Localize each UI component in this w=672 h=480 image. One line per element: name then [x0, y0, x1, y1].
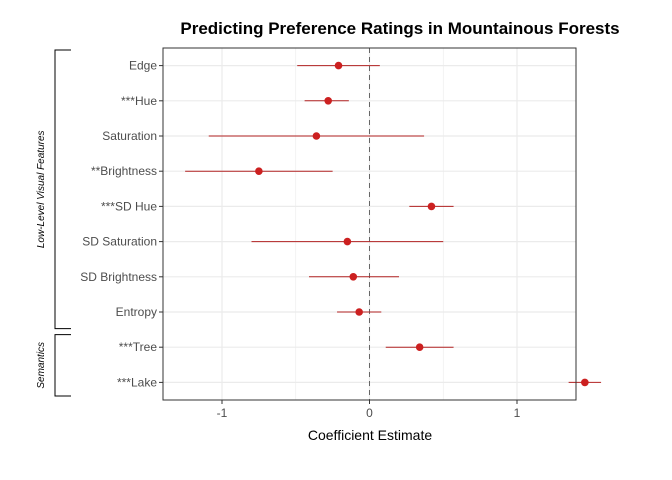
estimate-point — [343, 237, 352, 246]
y-tick-label: ***Tree — [119, 340, 158, 354]
y-tick-label: ***Lake — [117, 375, 157, 389]
estimate-point — [355, 308, 363, 316]
x-axis-label: Coefficient Estimate — [308, 427, 432, 443]
group-label: Low-Level Visual Features — [36, 130, 47, 248]
y-tick-label: Saturation — [102, 129, 157, 143]
estimate-point — [255, 167, 263, 175]
x-axis: -1 0 1 — [217, 400, 521, 420]
y-tick-label: Entropy — [116, 305, 157, 319]
chart-title: Predicting Preference Ratings in Mountai… — [180, 19, 619, 38]
group-brackets: Low-Level Visual Features Semantics — [36, 49, 71, 397]
estimate-point — [334, 61, 343, 70]
error-bars — [185, 65, 602, 383]
y-tick-label: **Brightness — [91, 164, 157, 178]
group-bracket — [54, 49, 71, 330]
estimate-point — [427, 202, 436, 211]
y-axis: Edge ***Hue Saturation **Brightness ***SD Hu… — [80, 59, 163, 389]
estimate-point — [312, 132, 321, 140]
x-tick-label: 0 — [366, 406, 373, 420]
estimate-point — [324, 97, 333, 105]
estimate-points — [255, 61, 589, 387]
group-bracket — [54, 334, 71, 397]
estimate-point — [415, 343, 424, 352]
estimate-point — [581, 378, 589, 387]
y-tick-label: SD Saturation — [82, 235, 157, 249]
y-tick-label: ***Hue — [121, 94, 157, 108]
y-tick-label: SD Brightness — [80, 270, 157, 284]
x-tick-label: -1 — [217, 406, 228, 420]
y-tick-label: Edge — [129, 59, 157, 73]
group-label: Semantics — [36, 342, 47, 389]
estimate-point — [349, 273, 358, 281]
y-tick-label: ***SD Hue — [101, 199, 157, 213]
x-tick-label: 1 — [514, 406, 521, 420]
